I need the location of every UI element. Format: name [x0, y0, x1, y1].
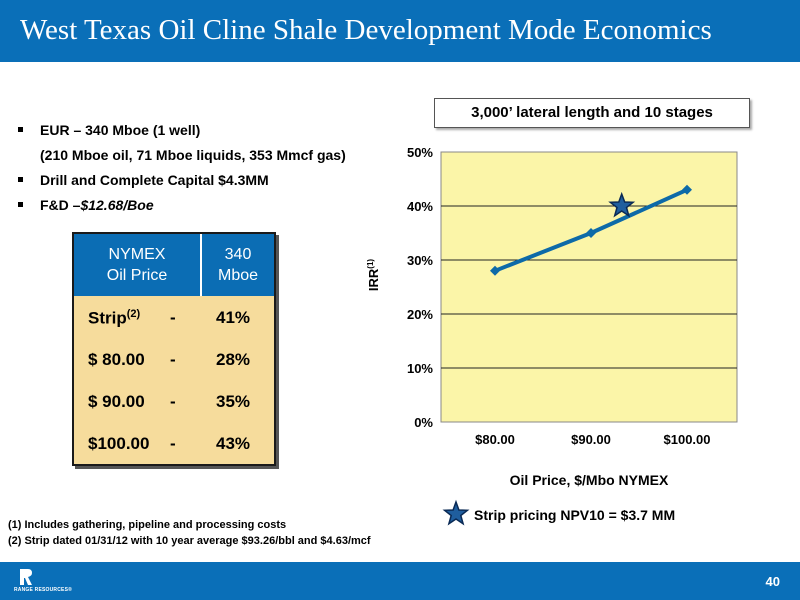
x-tick-label: $100.00: [664, 432, 711, 447]
y-tick-label: 10%: [407, 361, 433, 376]
row-dash: -: [170, 308, 176, 327]
footer-bar: [0, 562, 800, 600]
bullet-eur: EUR – 340 Mboe (1 well): [18, 120, 398, 145]
table-header: NYMEX Oil Price 340 Mboe: [74, 234, 274, 296]
bullet-eur-text: EUR – 340 Mboe (1 well): [40, 122, 201, 138]
header-col1-line2: Oil Price: [106, 267, 168, 284]
row-price: $100.00: [88, 434, 150, 453]
x-axis-label: Oil Price, $/Mbo NYMEX: [510, 472, 669, 488]
data-point: [586, 228, 596, 238]
row-price: Strip(2): [88, 308, 140, 329]
row-price-text: Strip: [88, 308, 127, 328]
y-axis-label: IRR(1): [366, 259, 381, 292]
bullet-eur-detail-text: (210 Mboe oil, 71 Mboe liquids, 353 Mmcf…: [40, 147, 346, 163]
x-tick-labels: $80.00 $90.00 $100.00: [475, 432, 710, 447]
bullet-capital: Drill and Complete Capital $4.3MM: [18, 170, 398, 195]
page-title: West Texas Oil Cline Shale Development M…: [20, 14, 712, 46]
company-logo: RANGE RESOURCES®: [14, 568, 84, 596]
data-point: [490, 265, 500, 276]
chart-caption-box: 3,000’ lateral length and 10 stages: [434, 98, 750, 128]
strip-star-marker-icon: [608, 191, 636, 218]
plot-area: [440, 151, 738, 423]
table-body: Strip(2) - 41% $ 80.00 - 28% $ 90.00 - 3…: [74, 296, 274, 464]
y-axis-label-sup: (1): [366, 259, 375, 269]
row-dash: -: [170, 392, 176, 411]
footnote-1: (1) Includes gathering, pipeline and pro…: [8, 519, 287, 531]
irr-table: NYMEX Oil Price 340 Mboe Strip(2) - 41% …: [72, 232, 276, 466]
row-irr: 28%: [216, 350, 251, 369]
table-row: $ 80.00 - 28%: [74, 338, 274, 380]
bullet-list: EUR – 340 Mboe (1 well) (210 Mboe oil, 7…: [18, 120, 398, 220]
row-price: $ 90.00: [88, 392, 145, 411]
bullet-marker-icon: [18, 202, 23, 207]
header-oil-price: NYMEX Oil Price: [74, 244, 200, 286]
logo-mark-icon: [20, 569, 32, 585]
bullet-fd-text: F&D –$12.68/Boe: [40, 195, 154, 215]
bullet-fd-value: $12.68/Boe: [80, 197, 154, 213]
row-irr: 35%: [216, 392, 251, 411]
header-col2-line2: Mboe: [217, 267, 259, 284]
row-dash: -: [170, 350, 176, 369]
footnotes: (1) Includes gathering, pipeline and pro…: [8, 517, 371, 549]
legend-star-icon: [442, 499, 470, 526]
y-tick-label: 50%: [407, 145, 433, 160]
bullet-marker-icon: [18, 177, 23, 182]
y-tick-label: 40%: [407, 199, 433, 214]
y-axis-label-text: IRR: [366, 268, 381, 291]
row-irr: 41%: [216, 308, 251, 327]
table-row: $100.00 - 43%: [74, 422, 274, 464]
row-price-sup: (2): [126, 308, 141, 320]
star-legend-text: Strip pricing NPV10 = $3.7 MM: [474, 507, 675, 523]
y-tick-label: 20%: [407, 307, 433, 322]
bullet-eur-detail: (210 Mboe oil, 71 Mboe liquids, 353 Mmcf…: [18, 145, 398, 170]
logo-text: RANGE RESOURCES®: [14, 587, 73, 593]
header-col2-line1: 340: [224, 246, 252, 263]
y-tick-label: 0%: [414, 415, 433, 430]
bullet-fd-prefix: F&D –: [40, 197, 81, 213]
bullet-marker-icon: [18, 127, 23, 132]
header-divider: [200, 234, 202, 296]
table-row: Strip(2) - 41%: [74, 296, 274, 338]
row-dash: -: [170, 434, 176, 453]
y-tick-label: 30%: [407, 253, 433, 268]
data-point: [682, 184, 692, 195]
header-col1-line1: NYMEX: [108, 246, 166, 263]
x-tick-label: $80.00: [475, 432, 515, 447]
row-irr: 43%: [216, 434, 251, 453]
table-row: $ 90.00 - 35%: [74, 380, 274, 422]
grid-lines: [441, 205, 737, 369]
y-tick-labels: 0% 10% 20% 30% 40% 50%: [407, 145, 433, 430]
page-number: 40: [765, 574, 780, 589]
header-mboe: 340 Mboe: [202, 244, 274, 286]
x-tick-label: $90.00: [571, 432, 611, 447]
data-points: [490, 184, 692, 276]
bullet-capital-text: Drill and Complete Capital $4.3MM: [40, 172, 269, 188]
footnote-2: (2) Strip dated 01/31/12 with 10 year av…: [8, 535, 371, 547]
row-price: $ 80.00: [88, 350, 145, 369]
bullet-fd: F&D –$12.68/Boe: [18, 195, 398, 220]
title-bar: West Texas Oil Cline Shale Development M…: [0, 0, 800, 62]
